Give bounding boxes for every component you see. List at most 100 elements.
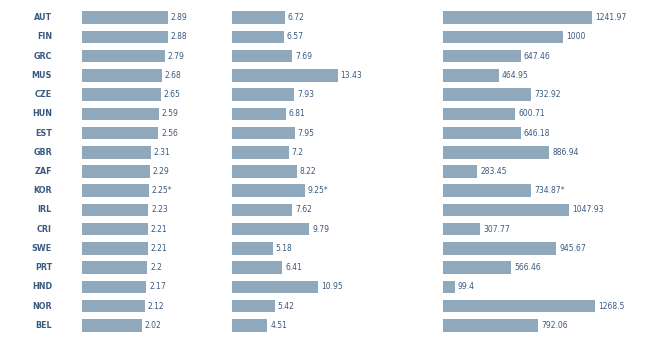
- Text: HND: HND: [32, 283, 52, 291]
- Bar: [232, 319, 267, 332]
- Text: 2.59: 2.59: [162, 109, 179, 118]
- Bar: [232, 280, 318, 293]
- Bar: [232, 127, 294, 139]
- Text: 2.88: 2.88: [170, 32, 187, 41]
- Text: IRL: IRL: [38, 205, 52, 215]
- Text: 6.41: 6.41: [285, 263, 302, 272]
- Text: 9.25*: 9.25*: [308, 186, 329, 195]
- Bar: [232, 31, 284, 43]
- Text: 8.22: 8.22: [300, 167, 316, 176]
- Bar: [443, 261, 511, 274]
- Text: 2.25*: 2.25*: [152, 186, 172, 195]
- Bar: [443, 165, 477, 178]
- Text: 2.56: 2.56: [161, 129, 178, 137]
- Text: 99.4: 99.4: [458, 283, 475, 291]
- Bar: [82, 261, 147, 274]
- Text: AUT: AUT: [34, 13, 52, 22]
- Text: 1241.97: 1241.97: [595, 13, 626, 22]
- Text: 6.81: 6.81: [288, 109, 306, 118]
- Text: EST: EST: [35, 129, 52, 137]
- Text: 732.92: 732.92: [534, 90, 560, 99]
- Text: 4.51: 4.51: [271, 321, 287, 330]
- Text: 10.95: 10.95: [321, 283, 343, 291]
- Bar: [82, 50, 165, 62]
- Text: GBR: GBR: [33, 148, 52, 157]
- Text: 2.31: 2.31: [154, 148, 170, 157]
- Text: 13.43: 13.43: [341, 71, 362, 80]
- Text: 7.62: 7.62: [295, 205, 312, 215]
- Bar: [82, 223, 148, 236]
- Bar: [443, 88, 531, 101]
- Text: 945.67: 945.67: [560, 244, 586, 253]
- Text: ZAF: ZAF: [34, 167, 52, 176]
- Bar: [443, 107, 515, 120]
- Text: CZE: CZE: [35, 90, 52, 99]
- Text: NOR: NOR: [32, 302, 52, 311]
- Bar: [443, 50, 521, 62]
- Text: HUN: HUN: [32, 109, 52, 118]
- Text: 647.46: 647.46: [523, 52, 550, 61]
- Text: 6.57: 6.57: [286, 32, 304, 41]
- Text: 1268.5: 1268.5: [598, 302, 624, 311]
- Text: 7.69: 7.69: [296, 52, 312, 61]
- Bar: [232, 165, 296, 178]
- Bar: [443, 223, 480, 236]
- Text: 5.42: 5.42: [278, 302, 294, 311]
- Text: BEL: BEL: [36, 321, 52, 330]
- Text: 2.23: 2.23: [151, 205, 168, 215]
- Text: MUS: MUS: [32, 71, 52, 80]
- Bar: [443, 127, 521, 139]
- Text: FIN: FIN: [37, 32, 52, 41]
- Text: 7.93: 7.93: [298, 90, 314, 99]
- Bar: [232, 242, 273, 255]
- Text: 2.17: 2.17: [149, 283, 166, 291]
- Text: 2.02: 2.02: [145, 321, 162, 330]
- Bar: [443, 11, 592, 24]
- Bar: [232, 204, 292, 216]
- Text: 7.2: 7.2: [292, 148, 304, 157]
- Bar: [82, 280, 147, 293]
- Bar: [232, 11, 285, 24]
- Text: KOR: KOR: [34, 186, 52, 195]
- Text: 464.95: 464.95: [502, 71, 529, 80]
- Bar: [82, 88, 160, 101]
- Bar: [443, 146, 549, 158]
- Bar: [82, 69, 162, 82]
- Text: 7.95: 7.95: [298, 129, 315, 137]
- Bar: [443, 242, 556, 255]
- Text: 734.87*: 734.87*: [534, 186, 565, 195]
- Bar: [82, 165, 150, 178]
- Text: PRT: PRT: [35, 263, 52, 272]
- Bar: [82, 107, 159, 120]
- Text: 2.68: 2.68: [164, 71, 182, 80]
- Text: 1000: 1000: [566, 32, 585, 41]
- Text: 2.12: 2.12: [148, 302, 164, 311]
- Text: 2.21: 2.21: [150, 244, 167, 253]
- Bar: [443, 204, 569, 216]
- Text: 283.45: 283.45: [480, 167, 506, 176]
- Bar: [82, 31, 168, 43]
- Bar: [443, 31, 563, 43]
- Text: 2.29: 2.29: [153, 167, 170, 176]
- Bar: [232, 261, 282, 274]
- Text: 9.79: 9.79: [312, 225, 329, 234]
- Text: SWE: SWE: [32, 244, 52, 253]
- Text: 5.18: 5.18: [276, 244, 292, 253]
- Bar: [82, 242, 148, 255]
- Bar: [82, 185, 148, 197]
- Bar: [443, 300, 595, 312]
- Text: 646.18: 646.18: [523, 129, 550, 137]
- Text: 792.06: 792.06: [541, 321, 568, 330]
- Bar: [82, 11, 168, 24]
- Bar: [232, 223, 309, 236]
- Text: 307.77: 307.77: [483, 225, 510, 234]
- Text: 2.79: 2.79: [168, 52, 185, 61]
- Bar: [232, 107, 286, 120]
- Bar: [82, 319, 142, 332]
- Bar: [443, 185, 531, 197]
- Text: 600.71: 600.71: [518, 109, 544, 118]
- Text: 2.89: 2.89: [171, 13, 187, 22]
- Bar: [82, 204, 148, 216]
- Bar: [82, 300, 145, 312]
- Bar: [443, 69, 499, 82]
